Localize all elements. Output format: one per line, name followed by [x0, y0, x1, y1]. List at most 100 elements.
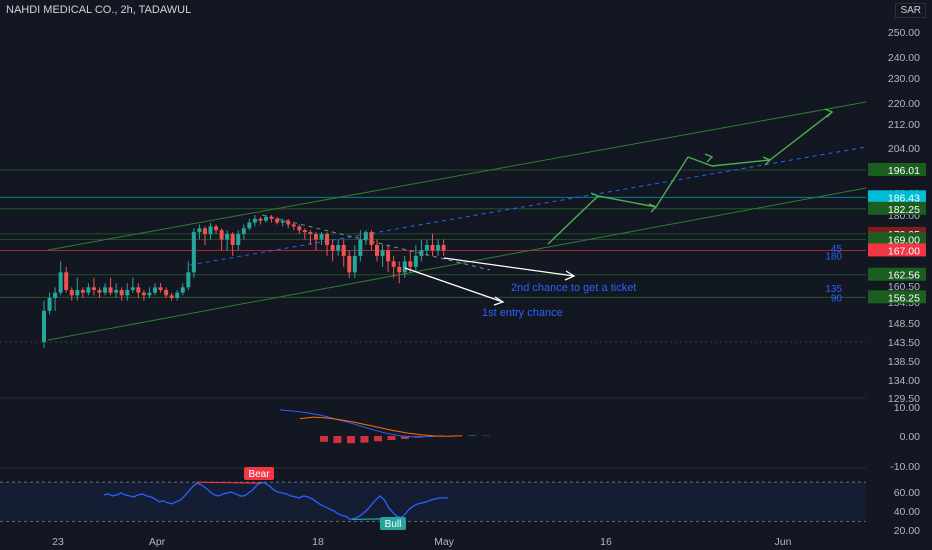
- trend-channel: [47, 101, 867, 341]
- price-badge-label: 196.01: [888, 165, 920, 177]
- candle: [108, 287, 113, 293]
- macd-histogram-bar: [374, 436, 382, 442]
- price-badge: [868, 290, 926, 304]
- candle: [275, 218, 280, 223]
- candle: [208, 226, 213, 234]
- candle: [225, 234, 230, 240]
- candle: [319, 234, 324, 240]
- macd-histogram-bar: [387, 436, 396, 441]
- candle: [341, 244, 346, 256]
- projection-segment: [597, 195, 657, 208]
- channel-lower: [47, 187, 867, 341]
- candle: [147, 292, 152, 296]
- arrow-2nd-chance: [443, 257, 575, 277]
- macd-tick: 0.00: [900, 431, 921, 443]
- candle: [336, 244, 341, 251]
- candle: [297, 226, 302, 231]
- candle: [175, 292, 180, 298]
- price-badge-label: 162.56: [888, 270, 920, 282]
- candle: [291, 224, 296, 227]
- candle: [369, 232, 374, 245]
- candle: [386, 250, 391, 262]
- annotations: 2nd chance to get a ticket 1st entry cha…: [404, 108, 843, 319]
- candle: [47, 298, 52, 311]
- chart-title: NAHDI MEDICAL CO., 2h, TADAWUL: [6, 4, 192, 16]
- macd-histogram-bar: [320, 436, 328, 442]
- projection-segment: [547, 195, 599, 245]
- macd-line: [279, 409, 443, 438]
- candle: [280, 220, 285, 223]
- level-label: 90: [831, 293, 843, 304]
- price-tick: 138.50: [888, 356, 920, 368]
- candle: [91, 287, 96, 290]
- price-badge: [868, 190, 926, 204]
- rsi-tick: 40.00: [894, 506, 920, 518]
- bull-label: Bull: [385, 519, 402, 530]
- price-tick: 204.00: [888, 143, 920, 155]
- projection-arrowhead: [704, 153, 714, 163]
- price-tick: 143.50: [888, 337, 920, 349]
- time-tick: 16: [600, 536, 612, 548]
- candle: [375, 244, 379, 256]
- arrow-1st-entry: [404, 267, 504, 303]
- rsi-pane: Bear Bull: [0, 467, 866, 530]
- price-tick: 129.50: [888, 393, 920, 405]
- time-axis: 23 Apr 18 May 16 Jun: [52, 536, 791, 548]
- candle: [86, 287, 91, 293]
- candle: [252, 218, 257, 223]
- price-badge: [868, 201, 926, 215]
- candle: [219, 230, 224, 240]
- candle: [236, 234, 241, 245]
- projection-segment: [711, 159, 771, 167]
- price-badge: [868, 243, 926, 257]
- macd-tick: 10.00: [894, 402, 920, 414]
- projection-arrowhead: [648, 203, 658, 213]
- candle: [180, 287, 185, 293]
- candle: [419, 250, 424, 256]
- price-tick: 230.00: [888, 73, 920, 85]
- candle: [191, 232, 196, 273]
- candle: [408, 261, 413, 267]
- time-tick: Jun: [775, 536, 792, 548]
- price-tick: 148.50: [888, 318, 920, 330]
- price-badge: [868, 232, 926, 246]
- price-badge-label: 156.25: [888, 292, 920, 304]
- candle: [158, 287, 163, 290]
- projection-arrowhead: [824, 108, 834, 118]
- macd-pane: [279, 409, 490, 444]
- currency-button[interactable]: SAR: [895, 3, 926, 18]
- bear-label-bg: [244, 467, 274, 480]
- price-axis: 250.00 240.00 230.00 220.00 212.00 204.00 196.…: [866, 0, 932, 550]
- arrow-1st-entry-head: [493, 296, 505, 306]
- projection-arrowhead: [590, 192, 600, 202]
- candle: [402, 261, 407, 273]
- candle: [130, 287, 135, 290]
- macd-histogram-bar: [347, 436, 355, 444]
- rsi-band: [0, 482, 866, 522]
- price-badge-label: 182.25: [888, 204, 920, 216]
- candle: [202, 228, 207, 234]
- candle: [114, 290, 119, 293]
- candle: [258, 218, 263, 221]
- candle: [58, 272, 63, 293]
- channel-upper: [47, 101, 867, 251]
- candle: [358, 239, 363, 256]
- macd-histogram-bar: [401, 436, 409, 439]
- time-tick: May: [434, 536, 455, 548]
- bear-divergence: [195, 481, 263, 484]
- candle: [430, 244, 435, 251]
- macd-histogram-bar: [360, 436, 369, 443]
- candle: [247, 222, 252, 229]
- rsi-tick: 60.00: [894, 487, 920, 499]
- candle: [347, 255, 352, 273]
- candle: [42, 310, 46, 342]
- candle: [53, 292, 58, 298]
- time-tick: Apr: [149, 536, 166, 548]
- price-badge-label: 167.00: [888, 245, 920, 257]
- rsi-tick: 20.00: [894, 525, 920, 537]
- candle: [397, 266, 402, 273]
- time-tick: 18: [312, 536, 324, 548]
- candle: [75, 290, 80, 296]
- candle: [302, 230, 307, 233]
